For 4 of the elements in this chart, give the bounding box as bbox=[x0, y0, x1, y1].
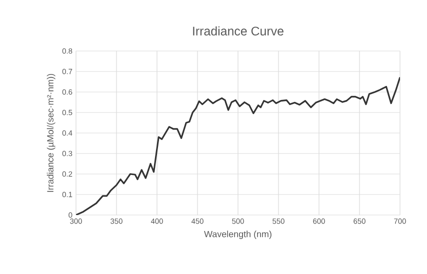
y-axis-title: Irradiance (µMol/(sec·m²·nm)) bbox=[46, 74, 56, 192]
x-axis-title: Wavelength (nm) bbox=[204, 230, 272, 240]
line-series bbox=[76, 76, 400, 215]
chart-title: Irradiance Curve bbox=[193, 26, 284, 36]
